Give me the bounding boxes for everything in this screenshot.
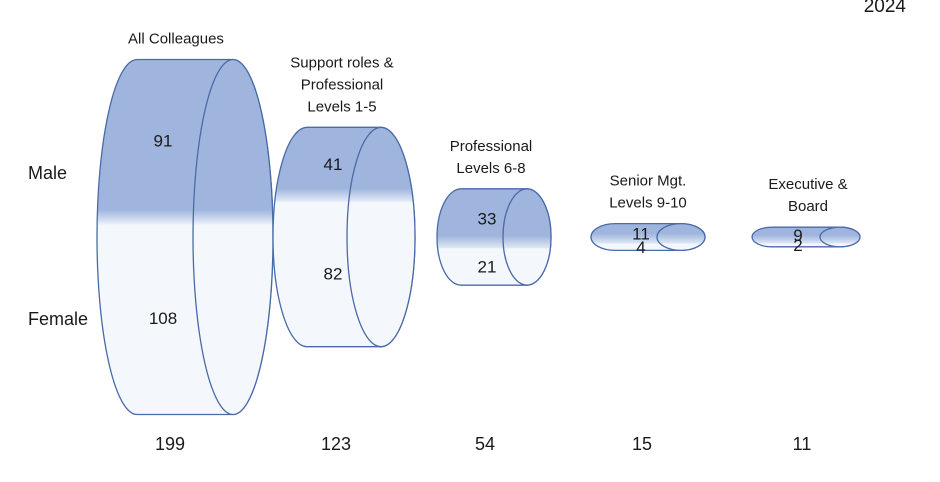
male-value-label: 33: [478, 209, 497, 228]
category-label: Levels 9-10: [609, 195, 687, 212]
category-label: Levels 6-8: [456, 160, 525, 177]
cylinder-end-face: [346, 126, 416, 348]
cylinder-4: 114: [590, 222, 706, 257]
cylinder-end-face: [819, 226, 861, 248]
cylinder-3: 33 21: [436, 188, 552, 286]
female-value-label: 108: [149, 309, 177, 328]
category-label: Levels 1-5: [307, 98, 376, 115]
row-label-male: Male: [28, 163, 68, 183]
category-label: Board: [788, 198, 828, 215]
cylinder-1: 91 108: [96, 58, 274, 416]
category-label: Professional: [301, 76, 384, 93]
female-value-label: 4: [636, 238, 645, 257]
category-label: Senior Mgt.: [610, 173, 687, 190]
cylinder-end-face: [192, 58, 274, 416]
cylinder-end-face: [656, 222, 706, 252]
total-label: 123: [321, 434, 351, 454]
female-value-label: 2: [793, 236, 802, 255]
category-label: Professional: [450, 138, 533, 155]
cylinder-2: 41 82: [272, 126, 416, 348]
total-label: 15: [632, 434, 652, 454]
female-value-label: 21: [478, 257, 497, 276]
row-label-female: Female: [28, 309, 89, 329]
category-label: All Colleagues: [128, 31, 224, 48]
male-value-label: 9: [793, 226, 802, 245]
cylinder-5: 92: [751, 226, 861, 255]
total-label: 199: [155, 434, 185, 454]
category-label: Support roles &: [290, 54, 393, 71]
category-label: Executive &: [768, 176, 847, 193]
male-value-label: 91: [154, 132, 173, 151]
female-value-label: 82: [324, 265, 343, 284]
male-value-label: 11: [632, 224, 650, 243]
total-label: 11: [793, 434, 812, 454]
total-label: 54: [475, 434, 495, 454]
male-value-label: 41: [324, 155, 343, 174]
year-label: 2024: [863, 0, 906, 17]
cylinder-end-face: [502, 188, 552, 286]
